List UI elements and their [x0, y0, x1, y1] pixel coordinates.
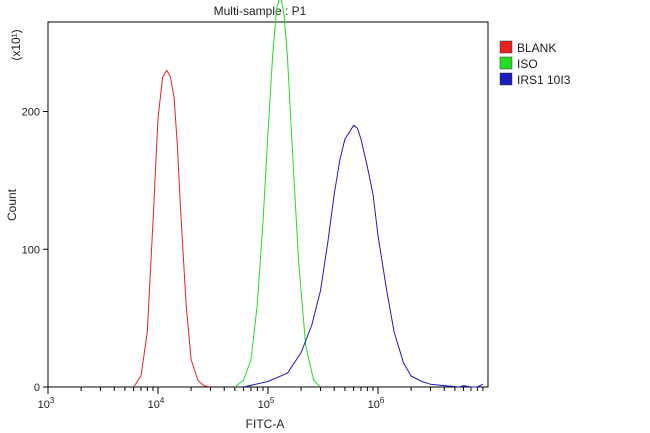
legend-swatch-1: [499, 56, 513, 70]
legend-swatch-2: [499, 72, 513, 86]
histogram-series: [133, 0, 484, 388]
y-tick-label-0: 0: [34, 382, 40, 394]
x-axis-label: FITC-A: [246, 417, 285, 431]
legend-label-0: BLANK: [517, 41, 556, 55]
legend-swatch-0: [499, 40, 513, 54]
x-tick-label-2: 105: [258, 396, 275, 411]
y-multiplier-label: (x10¹): [9, 29, 23, 60]
y-axis-label: Count: [5, 188, 19, 221]
x-tick-label-3: 106: [368, 396, 385, 411]
legend-label-2: IRS1 10I3: [517, 73, 571, 87]
series-line-2: [243, 124, 484, 388]
y-axis-ticks: 0 100 200: [22, 107, 48, 394]
y-tick-label-2: 200: [22, 107, 40, 119]
legend: BLANK ISO IRS1 10I3: [499, 40, 571, 87]
x-tick-label-0: 103: [38, 396, 55, 411]
series-line-1: [234, 0, 321, 388]
chart-title: Multi-sample : P1: [214, 4, 307, 18]
x-tick-label-1: 104: [148, 396, 165, 411]
plot-area: 0 100 200 103 104 105 106: [22, 0, 489, 411]
legend-label-1: ISO: [517, 57, 538, 71]
y-tick-label-1: 100: [22, 244, 40, 256]
series-line-0: [133, 69, 211, 388]
plot-frame: [47, 21, 489, 388]
x-axis-ticks: 103 104 105 106: [38, 387, 484, 411]
